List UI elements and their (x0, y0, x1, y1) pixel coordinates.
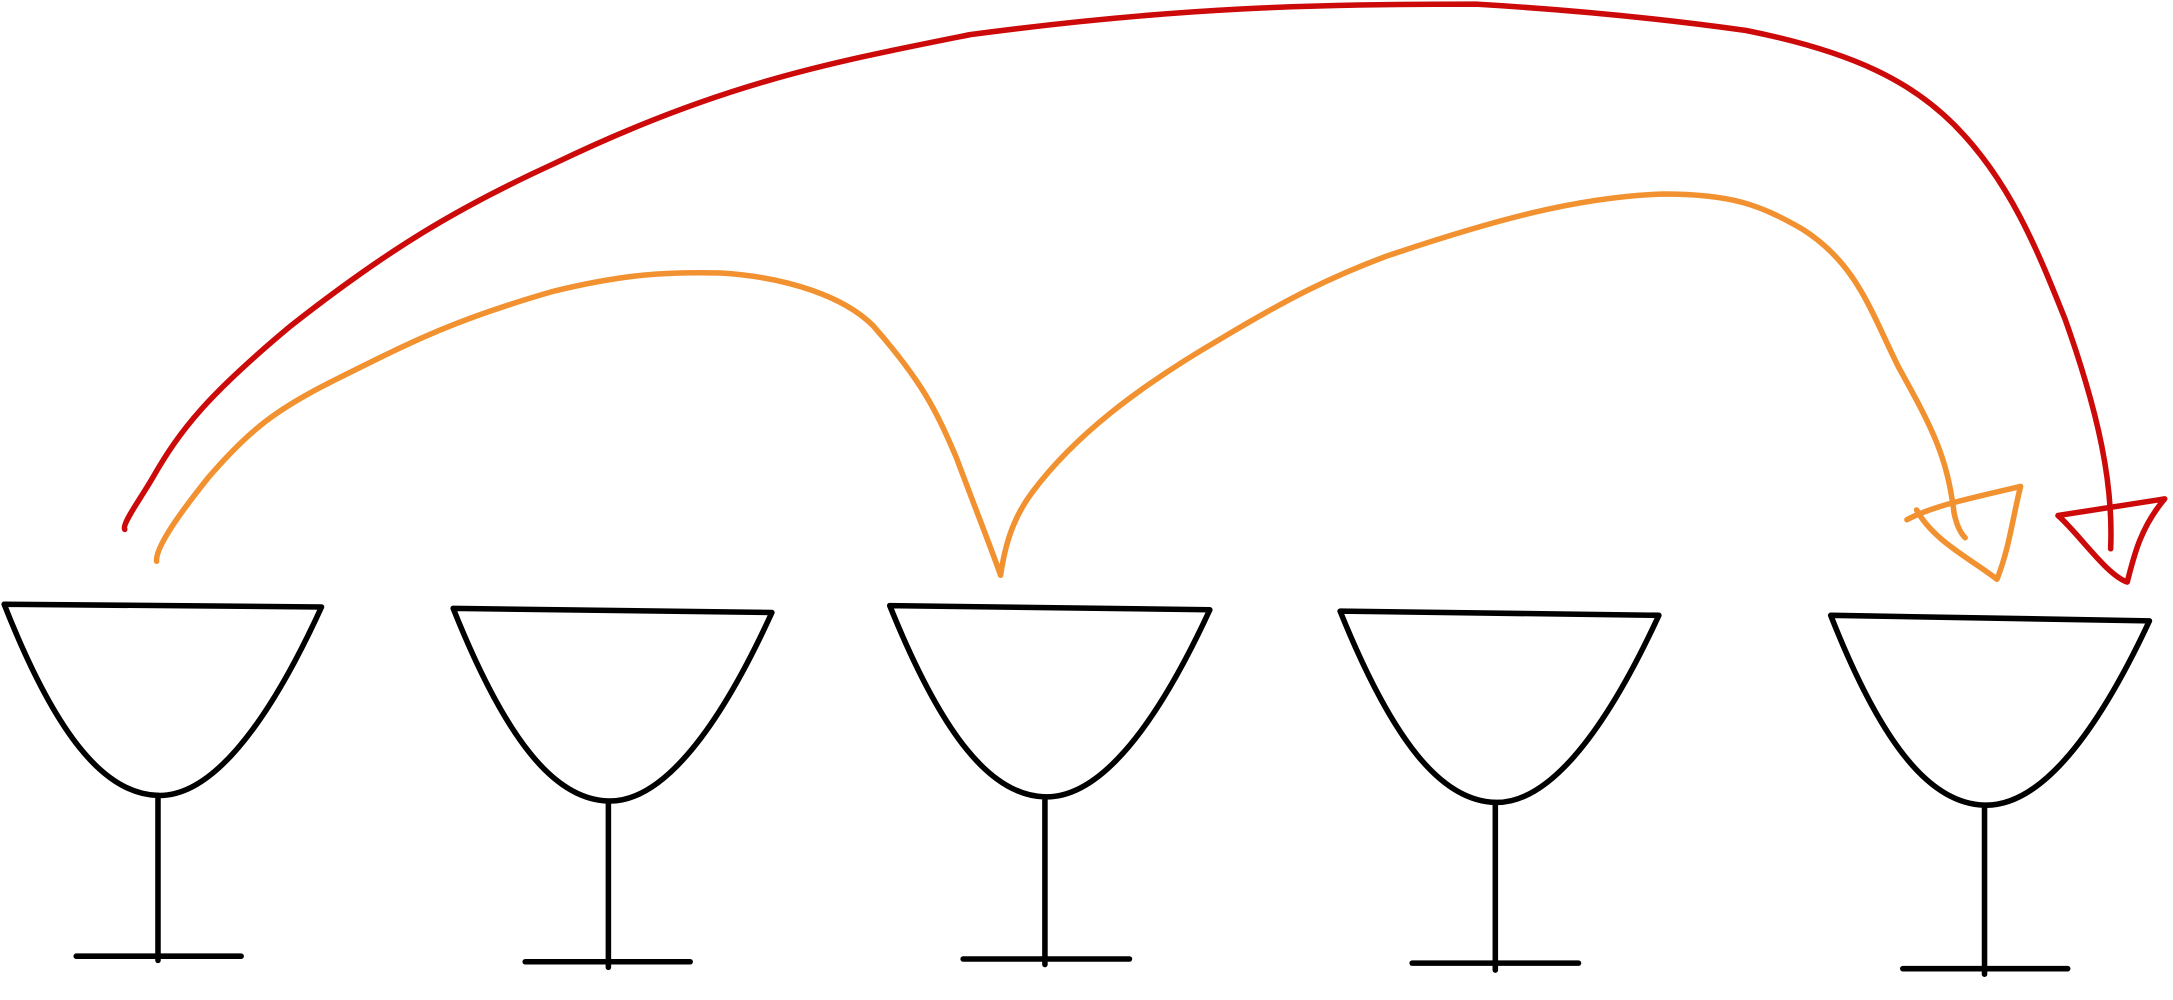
arrow-curve (997, 191, 1968, 578)
orange-arrow (997, 191, 2024, 583)
glass (450, 605, 775, 971)
glass (886, 602, 1213, 968)
glass-bowl (1, 601, 325, 799)
arrow-head (1904, 483, 2024, 583)
glass (1, 601, 325, 964)
glass-bowl (1337, 608, 1662, 806)
glass-bowl (886, 602, 1213, 800)
arrow-curve (153, 269, 1004, 578)
glass (1827, 612, 2153, 977)
arrow-curve (121, 1, 2114, 552)
red-arrow (121, 1, 2168, 585)
glass (1337, 608, 1662, 973)
arrow-head (2055, 496, 2168, 585)
glass-bowl (1827, 612, 2153, 808)
orange-arrow (153, 269, 1004, 578)
glass-bowl (450, 605, 775, 804)
